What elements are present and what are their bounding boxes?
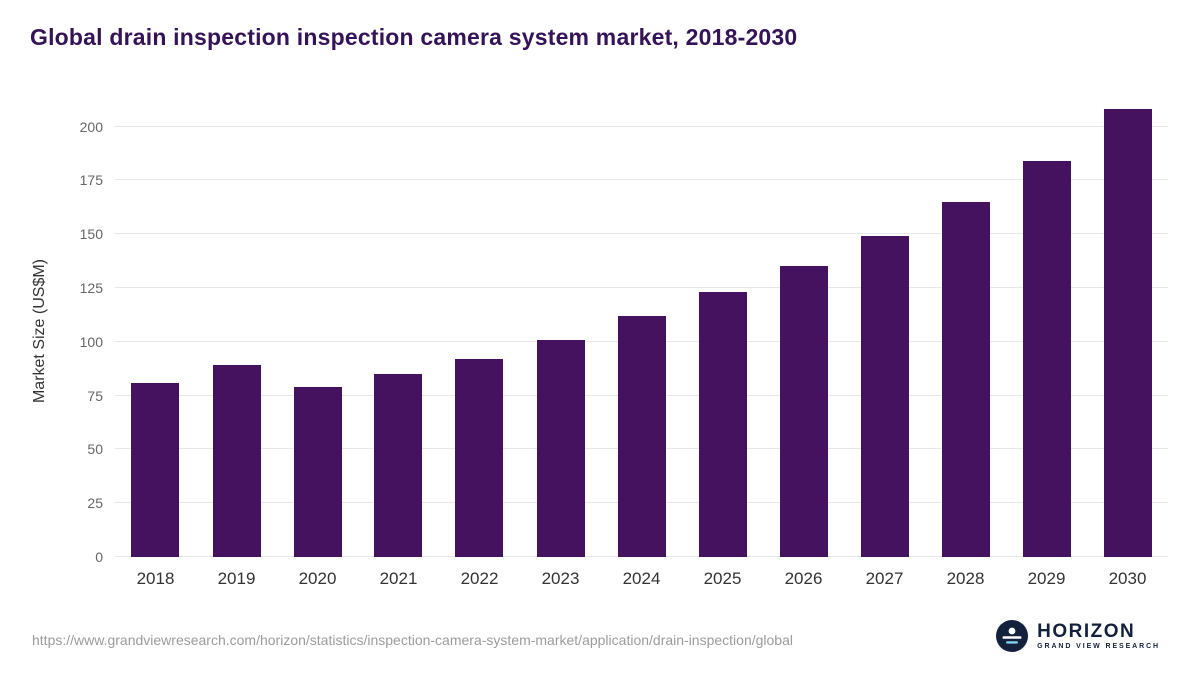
- x-tick-label: 2021: [379, 569, 418, 588]
- bar-2022: [455, 358, 504, 557]
- x-tick-label: 2019: [217, 569, 256, 588]
- gridline: [115, 233, 1168, 235]
- bar-2021: [374, 374, 423, 557]
- logo-title: HORIZON: [1037, 620, 1136, 642]
- bar-2026: [779, 266, 828, 557]
- y-tick-label: 75: [87, 387, 103, 404]
- y-tick-label: 200: [79, 118, 103, 135]
- y-tick-label: 100: [79, 333, 103, 350]
- bar-2018: [131, 382, 180, 557]
- y-tick-label: 150: [79, 226, 103, 243]
- x-tick-label: 2029: [1027, 569, 1066, 588]
- y-tick-label: 0: [95, 549, 103, 565]
- x-tick-label: 2025: [703, 569, 742, 588]
- bar-2027: [860, 236, 909, 557]
- bar-2024: [617, 315, 666, 557]
- bar-2019: [212, 365, 261, 557]
- x-tick-label: 2024: [622, 569, 661, 588]
- x-tick-label: 2027: [865, 569, 904, 588]
- x-axis-labels: 2018 2019 2020 2021 2022 2023 2024 2025 2026 2027…: [115, 563, 1168, 595]
- y-tick-label: 25: [87, 495, 103, 512]
- page-title: Global drain inspection inspection camer…: [30, 24, 798, 50]
- gridline: [115, 179, 1168, 181]
- x-tick-label: 2020: [298, 569, 337, 588]
- bar-2030: [1103, 109, 1152, 557]
- horizon-logo: HORIZON GRAND VIEW RESEARCH: [996, 620, 1160, 652]
- y-axis-ticks: 0 25 50 75 100 125 150 175 200: [55, 105, 103, 565]
- x-tick-label: 2018: [136, 569, 175, 588]
- bar-2029: [1022, 160, 1071, 557]
- x-tick-label: 2022: [460, 569, 499, 588]
- y-axis-label: Market Size (US$M): [31, 258, 48, 404]
- x-tick-label: 2023: [541, 569, 580, 588]
- y-tick-label: 175: [79, 172, 103, 189]
- bar-2020: [293, 386, 342, 557]
- bar-2023: [536, 339, 585, 557]
- gridline: [115, 125, 1168, 127]
- x-tick-label: 2028: [946, 569, 985, 588]
- horizon-logo-text: HORIZON GRAND VIEW RESEARCH: [1037, 620, 1160, 651]
- y-tick-label: 125: [79, 279, 103, 296]
- y-tick-label: 50: [87, 441, 103, 458]
- x-tick-label: 2030: [1108, 569, 1147, 588]
- horizon-logo-icon: [996, 620, 1029, 652]
- gridline: [115, 286, 1168, 288]
- plot-area: [115, 105, 1168, 557]
- bar-2028: [941, 201, 990, 557]
- x-tick-label: 2026: [784, 569, 823, 588]
- bar-2025: [698, 292, 747, 557]
- source-url: https://www.grandviewresearch.com/horizo…: [32, 632, 793, 648]
- logo-subtitle: GRAND VIEW RESEARCH: [1037, 642, 1160, 650]
